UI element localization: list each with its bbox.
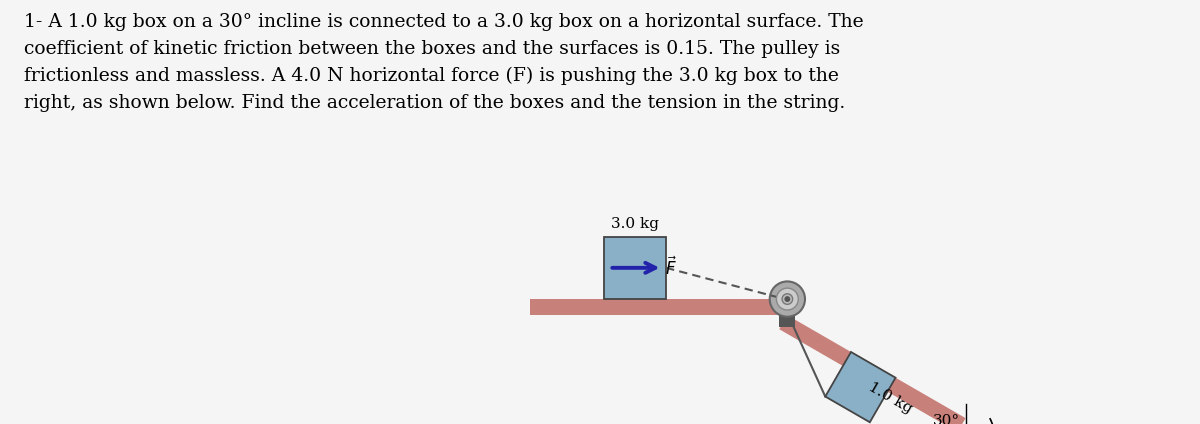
Bar	[604, 237, 666, 299]
Text: 1.0 kg: 1.0 kg	[865, 379, 914, 416]
Bar	[779, 314, 796, 327]
Text: 30°: 30°	[932, 414, 960, 424]
Polygon shape	[779, 315, 966, 424]
Circle shape	[785, 296, 791, 302]
Text: $\vec{F}$: $\vec{F}$	[665, 257, 677, 279]
Text: 3.0 kg: 3.0 kg	[611, 218, 659, 232]
Circle shape	[782, 294, 793, 304]
Circle shape	[776, 288, 798, 310]
Polygon shape	[826, 352, 895, 422]
Circle shape	[769, 282, 805, 317]
Bar	[530, 299, 787, 315]
Text: 1- A 1.0 kg box on a 30° incline is connected to a 3.0 kg box on a horizontal su: 1- A 1.0 kg box on a 30° incline is conn…	[24, 13, 863, 112]
